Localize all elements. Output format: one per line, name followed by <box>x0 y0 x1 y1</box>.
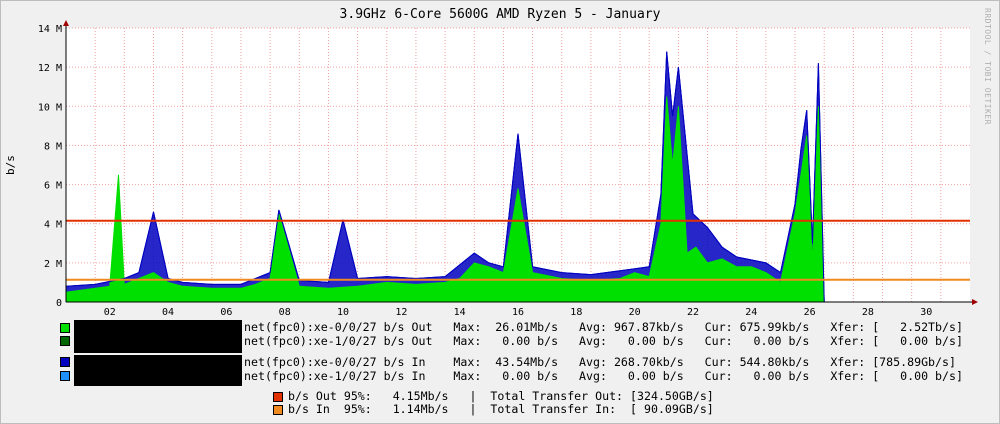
x-tick-label: 04 <box>162 307 174 318</box>
y-tick-label: 2 M <box>44 259 62 270</box>
y-tick-label: 8 M <box>44 141 62 152</box>
x-tick-label: 12 <box>395 307 407 318</box>
chart-title: 3.9GHz 6-Core 5600G AMD Ryzen 5 - Januar… <box>340 7 661 22</box>
y-tick-label: 14 M <box>38 24 62 35</box>
y-axis-label: b/s <box>4 155 17 175</box>
x-tick-label: 14 <box>454 307 466 318</box>
redacted-block <box>74 320 242 353</box>
legend-swatch <box>60 357 70 367</box>
legend-row: net(fpc0):xe-1/0/27 b/s Out Max: 0.00 b/… <box>244 334 963 348</box>
legend-row: net(fpc0):xe-1/0/27 b/s In Max: 0.00 b/s… <box>244 369 963 383</box>
legend-swatch <box>60 336 70 346</box>
y-tick-label: 6 M <box>44 181 62 192</box>
x-tick-label: 26 <box>804 307 816 318</box>
summary-swatch <box>273 405 283 415</box>
watermark-text: RRDTOOL / TOBI OETIKER <box>983 8 992 125</box>
x-tick-label: 22 <box>687 307 699 318</box>
x-tick-label: 02 <box>104 307 116 318</box>
x-tick-label: 30 <box>920 307 932 318</box>
series-out-area <box>65 96 825 303</box>
legend-swatch <box>60 371 70 381</box>
y-tick-label: 10 M <box>38 102 62 113</box>
x-axis-arrow <box>972 299 978 305</box>
x-tick-label: 08 <box>279 307 291 318</box>
x-tick-label: 28 <box>862 307 874 318</box>
summary-row: b/s In 95%: 1.14Mb/s | Total Transfer In… <box>288 402 714 416</box>
x-tick-label: 20 <box>629 307 641 318</box>
redacted-block <box>74 355 242 386</box>
y-ticks: 0 2 M 4 M 6 M 8 M 10 M 12 M 14 M <box>38 24 62 309</box>
y-tick-label: 12 M <box>38 63 62 74</box>
x-tick-label: 06 <box>220 307 232 318</box>
legend-swatch <box>60 323 70 333</box>
axes <box>63 20 978 305</box>
legend-row: net(fpc0):xe-0/0/27 b/s Out Max: 26.01Mb… <box>244 320 963 334</box>
x-tick-label: 18 <box>570 307 582 318</box>
x-tick-label: 10 <box>337 307 349 318</box>
series-in-line <box>65 51 825 303</box>
x-tick-label: 24 <box>745 307 757 318</box>
x-tick-label: 16 <box>512 307 524 318</box>
y-tick-label: 0 <box>56 298 62 309</box>
x-ticks: 02 04 06 08 10 12 14 16 18 20 22 24 26 28 30 <box>104 307 933 318</box>
percentile-lines <box>66 219 970 281</box>
y-tick-label: 4 M <box>44 220 62 231</box>
legend-row: net(fpc0):xe-0/0/27 b/s In Max: 43.54Mb/… <box>244 355 956 369</box>
y-axis-arrow <box>63 20 69 26</box>
summary-swatch <box>273 392 283 402</box>
summary-row: b/s Out 95%: 4.15Mb/s | Total Transfer O… <box>288 389 714 403</box>
